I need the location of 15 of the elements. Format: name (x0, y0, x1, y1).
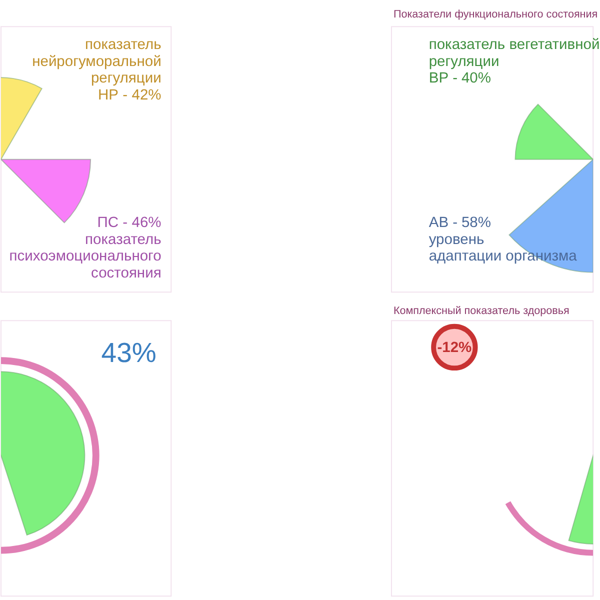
category-label: АВ - (428, 215, 458, 232)
data-label: 43% (101, 336, 156, 368)
text: Показатели функционального состояния (393, 8, 598, 21)
text: Комплексный показатель здоровья (393, 304, 570, 317)
text: показатель нейрогуморальной регуляции (32, 37, 162, 87)
data-label: -12% (437, 340, 472, 356)
text: показатель психоэмоционального состояния (9, 232, 162, 282)
category-label: НР - (98, 87, 128, 104)
category-label: ПС - (97, 215, 128, 232)
data-label: 42% (132, 87, 162, 104)
data-label: 40% (461, 70, 491, 87)
data-label: 46% (132, 215, 162, 232)
data-label: 58% (461, 215, 491, 232)
category-label: ВР - (428, 70, 458, 87)
text: показатель вегетативной регуляции (428, 37, 600, 70)
